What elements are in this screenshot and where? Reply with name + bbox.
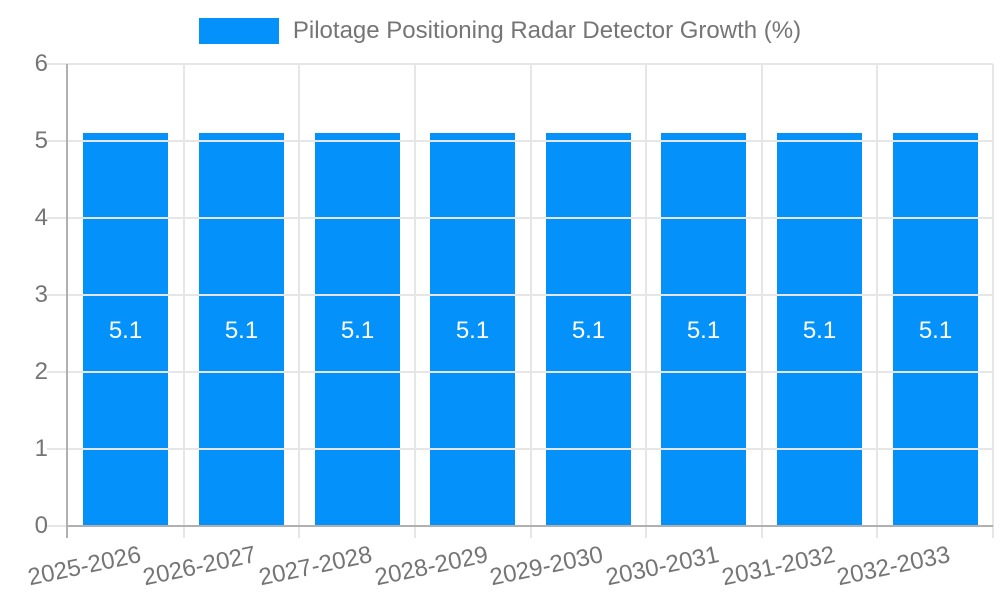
bar-value-label: 5.1 <box>802 317 837 344</box>
x-axis-line <box>66 525 993 527</box>
v-gridline <box>992 64 994 538</box>
y-axis-label: 1 <box>34 435 48 462</box>
legend-label: Pilotage Positioning Radar Detector Grow… <box>292 17 802 44</box>
bar: 5.1 <box>893 133 978 526</box>
bar: 5.1 <box>199 133 284 526</box>
bar-value-label: 5.1 <box>455 317 490 344</box>
bar: 5.1 <box>546 133 631 526</box>
bar: 5.1 <box>315 133 400 526</box>
bar-value-label: 5.1 <box>340 317 375 344</box>
y-axis-label: 6 <box>34 50 48 77</box>
plot-area: 5.1 5.1 5.1 5.1 5.1 5.1 5.1 5.1 <box>68 64 993 526</box>
v-gridline <box>876 64 878 538</box>
y-axis-label: 4 <box>34 204 48 231</box>
y-axis-label: 2 <box>34 358 48 385</box>
v-gridline <box>414 64 416 538</box>
h-gridline <box>47 294 993 296</box>
h-gridline <box>47 140 993 142</box>
v-gridline <box>645 64 647 538</box>
y-tick <box>47 525 68 527</box>
h-gridline <box>47 217 993 219</box>
bar: 5.1 <box>661 133 746 526</box>
bar: 5.1 <box>83 133 168 526</box>
h-gridline <box>47 448 993 450</box>
chart-legend[interactable]: Pilotage Positioning Radar Detector Grow… <box>0 17 1000 45</box>
v-gridline <box>183 64 185 538</box>
bar-value-label: 5.1 <box>108 317 143 344</box>
y-axis-line <box>66 64 68 538</box>
h-gridline <box>47 63 993 65</box>
bar-value-label: 5.1 <box>224 317 259 344</box>
v-gridline <box>298 64 300 538</box>
h-gridline <box>47 371 993 373</box>
y-axis-label: 5 <box>34 127 48 154</box>
v-gridline <box>761 64 763 538</box>
y-axis-label: 3 <box>34 281 48 308</box>
bar: 5.1 <box>777 133 862 526</box>
bar-value-label: 5.1 <box>686 317 721 344</box>
bar-value-label: 5.1 <box>571 317 606 344</box>
legend-swatch <box>198 18 279 44</box>
v-gridline <box>530 64 532 538</box>
bar: 5.1 <box>430 133 515 526</box>
y-axis-label: 0 <box>34 512 48 539</box>
bar-value-label: 5.1 <box>918 317 953 344</box>
